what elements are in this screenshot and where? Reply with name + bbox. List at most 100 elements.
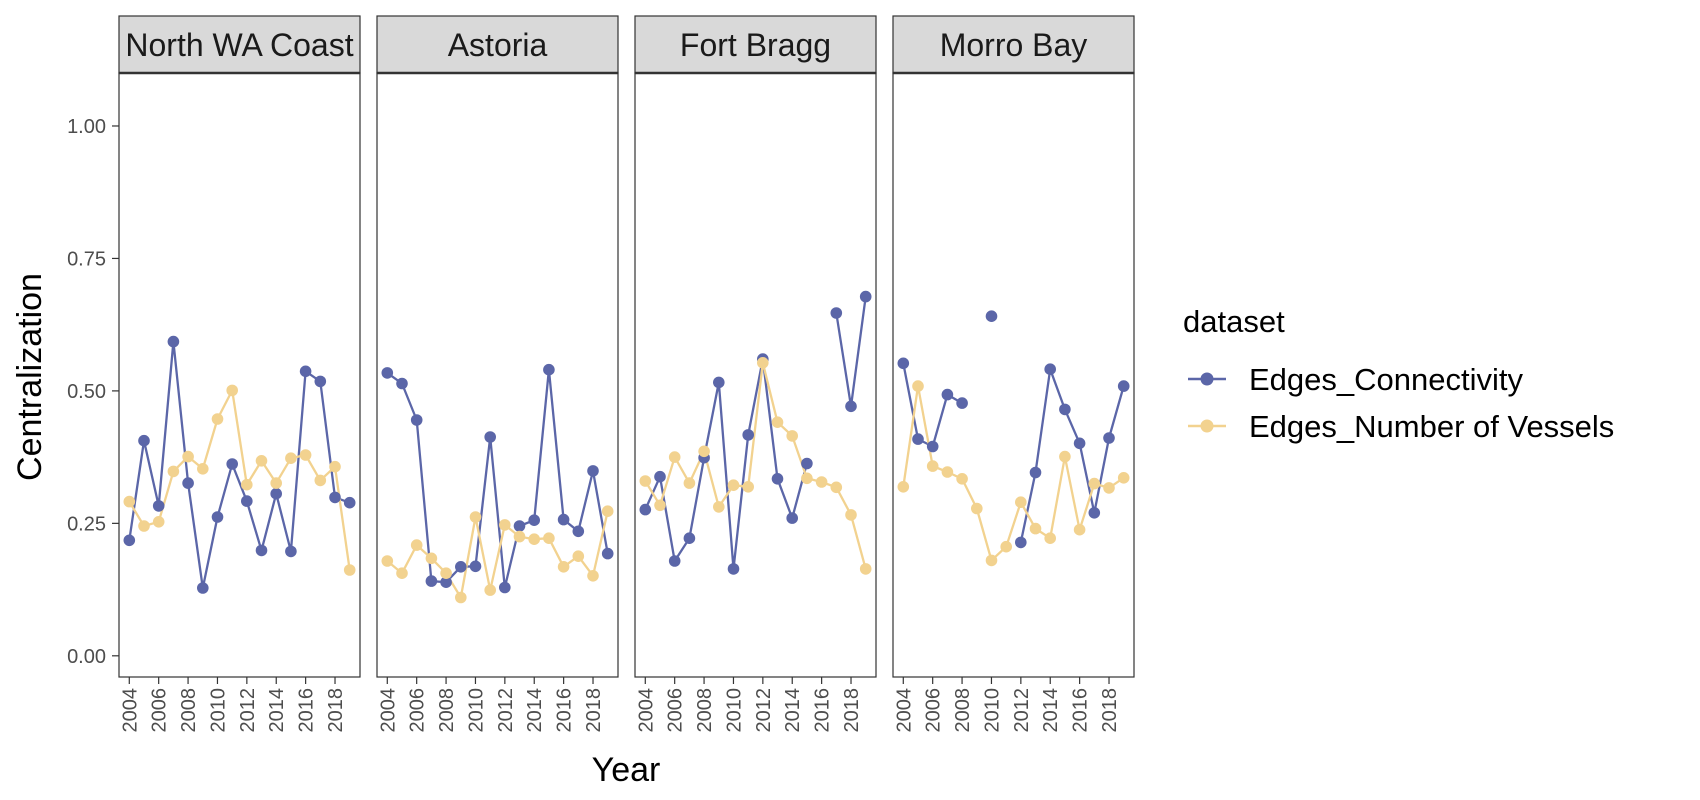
data-point bbox=[197, 463, 209, 475]
facet-strip-label: Morro Bay bbox=[940, 27, 1088, 63]
x-tick-label: 2010 bbox=[981, 688, 1003, 733]
data-point bbox=[285, 545, 297, 558]
data-point bbox=[859, 563, 872, 575]
data-point bbox=[167, 335, 180, 348]
data-point bbox=[1073, 523, 1086, 536]
data-point bbox=[786, 512, 798, 524]
y-tick-label: 0.75 bbox=[67, 248, 106, 270]
data-point bbox=[211, 413, 224, 425]
data-point bbox=[941, 388, 954, 401]
x-tick-label: 2018 bbox=[1099, 688, 1121, 733]
legend-title: dataset bbox=[1183, 304, 1285, 339]
data-point bbox=[396, 567, 408, 579]
data-point bbox=[830, 307, 843, 319]
x-tick-label: 2006 bbox=[149, 688, 171, 733]
data-point bbox=[167, 465, 180, 478]
data-point bbox=[440, 567, 452, 579]
legend-key-dot bbox=[1200, 372, 1214, 386]
legend-key-dot bbox=[1200, 419, 1214, 433]
facet-panel-1: North WA Coast 2004 2006 2008 2010 2012 2014 20… bbox=[118, 15, 361, 733]
x-tick-label: 2008 bbox=[694, 688, 716, 733]
data-point bbox=[727, 479, 740, 492]
facet-panel-4: Morro Bay 2004 2006 2008 2010 2012 2014 2016 201… bbox=[892, 15, 1135, 733]
data-point bbox=[241, 478, 253, 491]
data-point bbox=[845, 509, 857, 521]
data-point bbox=[1044, 363, 1056, 376]
data-point bbox=[182, 477, 194, 489]
data-point bbox=[668, 451, 681, 463]
data-point bbox=[971, 502, 983, 515]
data-point bbox=[1059, 450, 1071, 463]
data-point bbox=[713, 376, 725, 389]
data-point bbox=[381, 555, 394, 567]
x-tick-label: 2016 bbox=[812, 688, 834, 733]
data-point bbox=[138, 434, 150, 447]
x-tick-label: 2010 bbox=[207, 688, 229, 733]
x-tick-label: 2018 bbox=[841, 688, 863, 733]
data-point bbox=[912, 380, 924, 392]
data-point bbox=[299, 365, 312, 378]
data-point bbox=[329, 460, 341, 473]
series-line bbox=[128, 340, 351, 590]
x-tick-label: 2014 bbox=[266, 688, 288, 733]
data-point bbox=[425, 575, 438, 587]
facet-panel-2: Astoria 2004 2006 2008 2010 2012 2014 2016 2018 bbox=[376, 15, 619, 733]
data-point bbox=[343, 496, 356, 509]
panel-border bbox=[892, 72, 1135, 678]
series-line bbox=[386, 368, 609, 589]
facet-panel-3: Fort Bragg 2004 2006 2008 2010 2012 2014 2016 20… bbox=[634, 15, 877, 733]
data-point bbox=[1044, 532, 1056, 544]
data-point bbox=[859, 290, 872, 303]
data-point bbox=[314, 375, 327, 388]
panel-border bbox=[118, 72, 361, 678]
panels-layer: North WA Coast 2004 2006 2008 2010 2012 2014 20… bbox=[118, 15, 1135, 733]
data-point bbox=[1103, 482, 1115, 494]
data-point bbox=[1029, 522, 1042, 535]
data-point bbox=[543, 363, 555, 376]
data-point bbox=[985, 554, 998, 567]
data-point bbox=[742, 481, 754, 493]
data-point bbox=[956, 473, 968, 485]
data-point bbox=[499, 581, 511, 594]
data-point bbox=[197, 582, 209, 594]
x-tick-label: 2016 bbox=[296, 688, 318, 733]
data-point bbox=[654, 470, 666, 483]
x-tick-label: 2014 bbox=[782, 688, 804, 733]
data-point bbox=[1015, 496, 1027, 509]
data-point bbox=[713, 501, 725, 513]
x-tick-label: 2012 bbox=[237, 688, 259, 733]
data-point bbox=[1015, 536, 1027, 549]
data-point bbox=[226, 384, 238, 397]
data-point bbox=[1117, 472, 1130, 484]
x-tick-label: 2010 bbox=[465, 688, 487, 733]
data-point bbox=[513, 520, 526, 532]
data-point bbox=[255, 544, 268, 557]
data-point bbox=[299, 449, 312, 461]
x-tick-label: 2014 bbox=[524, 688, 546, 733]
panel-border bbox=[634, 72, 877, 678]
data-point bbox=[1103, 432, 1115, 444]
data-point bbox=[469, 560, 482, 573]
y-axis-title: Centralization bbox=[11, 273, 49, 481]
data-point bbox=[543, 532, 555, 544]
data-point bbox=[528, 533, 540, 545]
x-tick-label: 2004 bbox=[893, 688, 915, 733]
legend-label: Edges_Number of Vessels bbox=[1249, 409, 1614, 444]
data-point bbox=[668, 555, 681, 567]
facet-strip bbox=[118, 15, 361, 74]
data-point bbox=[654, 499, 666, 512]
x-tick-label: 2018 bbox=[325, 688, 347, 733]
data-point bbox=[211, 511, 224, 523]
facet-strip-label: Fort Bragg bbox=[680, 27, 831, 63]
data-point bbox=[329, 491, 341, 504]
data-point bbox=[698, 445, 710, 458]
series-line bbox=[1019, 368, 1125, 543]
x-tick-label: 2006 bbox=[923, 688, 945, 733]
facet-strip bbox=[376, 15, 619, 74]
data-point bbox=[1059, 403, 1071, 416]
data-point bbox=[1088, 507, 1101, 519]
data-point bbox=[639, 475, 652, 487]
legend: dataset Edges_Connectivity Edges_Number … bbox=[1183, 304, 1614, 444]
y-tick-label: 0.50 bbox=[67, 381, 106, 403]
